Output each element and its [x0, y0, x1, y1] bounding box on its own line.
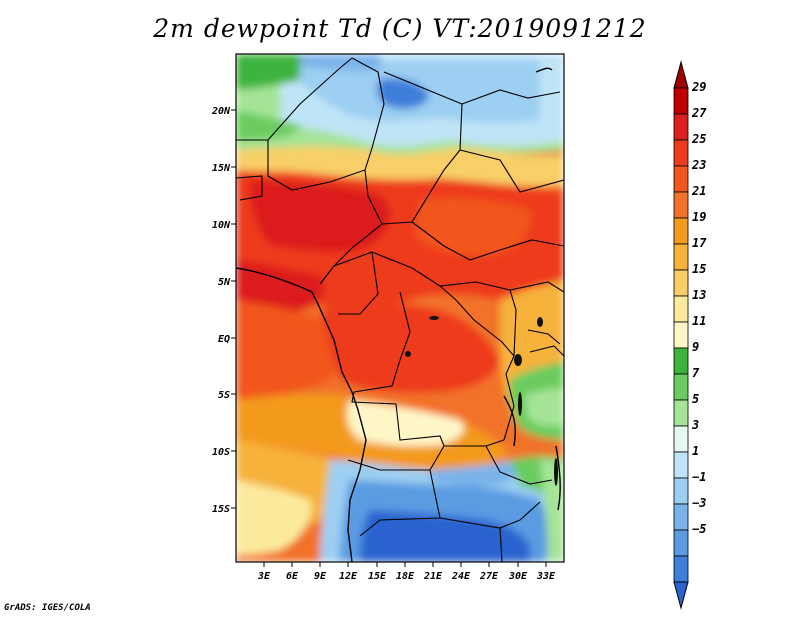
colorbar-label: 1: [692, 444, 699, 458]
lon-label-3e: 3E: [257, 571, 271, 582]
colorbar-label: 13: [692, 288, 706, 302]
colorbar: [673, 60, 689, 610]
lat-label-15n: 15N: [212, 163, 231, 174]
lat-label-10n: 10N: [212, 220, 231, 231]
colorbar-segment: [673, 399, 689, 427]
lon-label-15e: 15E: [368, 571, 387, 582]
colorbar-label: 27: [691, 106, 707, 120]
lon-label-6e: 6E: [286, 571, 299, 582]
colorbar-segment: [673, 477, 689, 505]
colorbar-segment: [673, 555, 689, 583]
lon-label-33e: 33E: [536, 571, 556, 582]
lat-label-5s: 5S: [218, 390, 230, 401]
lat-tick-marks: [231, 109, 236, 509]
colorbar-top-arrow: [673, 60, 689, 89]
lon-label-30e: 30E: [508, 571, 528, 582]
colorbar-segment: [673, 451, 689, 479]
colorbar-label: 5: [692, 392, 699, 406]
lakes: [405, 316, 558, 486]
colorbar-label: 9: [692, 340, 699, 354]
lon-tick-marks: [263, 562, 547, 567]
colorbar-label: −3: [692, 496, 706, 510]
lat-label-eq: EQ: [218, 334, 230, 345]
grads-credit: GrADS: IGES/COLA: [4, 603, 91, 613]
lon-label-27e: 27E: [479, 571, 499, 582]
lat-label-15s: 15S: [212, 504, 230, 515]
colorbar-segment: [673, 373, 689, 401]
colorbar-label: 21: [691, 184, 706, 198]
colorbar-segment: [673, 425, 689, 453]
lon-label-9e: 9E: [314, 571, 327, 582]
colorbar-segment: [673, 269, 689, 297]
colorbar-segment: [673, 139, 689, 167]
colorbar-label: 11: [692, 314, 706, 328]
colorbar-label: −5: [692, 522, 706, 536]
colorbar-label: −1: [692, 470, 706, 484]
colorbar-segment: [673, 295, 689, 323]
lon-label-24e: 24E: [451, 571, 471, 582]
colorbar-label: 3: [691, 418, 699, 432]
lon-label-18e: 18E: [396, 571, 415, 582]
colorbar-segment: [673, 503, 689, 531]
colorbar-segment: [673, 87, 689, 115]
country-borders: [236, 57, 564, 562]
lat-label-20n: 20N: [211, 106, 231, 117]
colorbar-label: 23: [691, 158, 706, 172]
colorbar-segment: [673, 191, 689, 219]
colorbar-label: 17: [692, 236, 707, 250]
colorbar-segment: [673, 321, 689, 349]
colorbar-segment: [673, 347, 689, 375]
map-title: 2m dewpoint Td (C) VT:2019091212: [153, 14, 647, 43]
colorbar-segment: [673, 217, 689, 245]
colorbar-bottom-arrow: [673, 581, 689, 610]
colorbar-labels: 29 27 25 23 21 19 17 15 13 11 9 7 5 3 1 …: [691, 80, 707, 536]
colorbar-segment: [673, 243, 689, 271]
map-frame: [235, 53, 565, 563]
lat-label-10s: 10S: [212, 447, 230, 458]
colorbar-segment: [673, 529, 689, 557]
colorbar-label: 29: [691, 80, 706, 94]
colorbar-label: 25: [691, 132, 706, 146]
colorbar-segment: [673, 165, 689, 193]
lat-label-5n: 5N: [218, 277, 231, 288]
dewpoint-field: [236, 54, 564, 562]
colorbar-label: 15: [692, 262, 706, 276]
colorbar-segment: [673, 113, 689, 141]
colorbar-label: 19: [692, 210, 706, 224]
lon-label-21e: 21E: [423, 571, 443, 582]
colorbar-label: 7: [692, 366, 700, 380]
lon-label-12e: 12E: [339, 571, 358, 582]
coastline: [236, 67, 561, 562]
